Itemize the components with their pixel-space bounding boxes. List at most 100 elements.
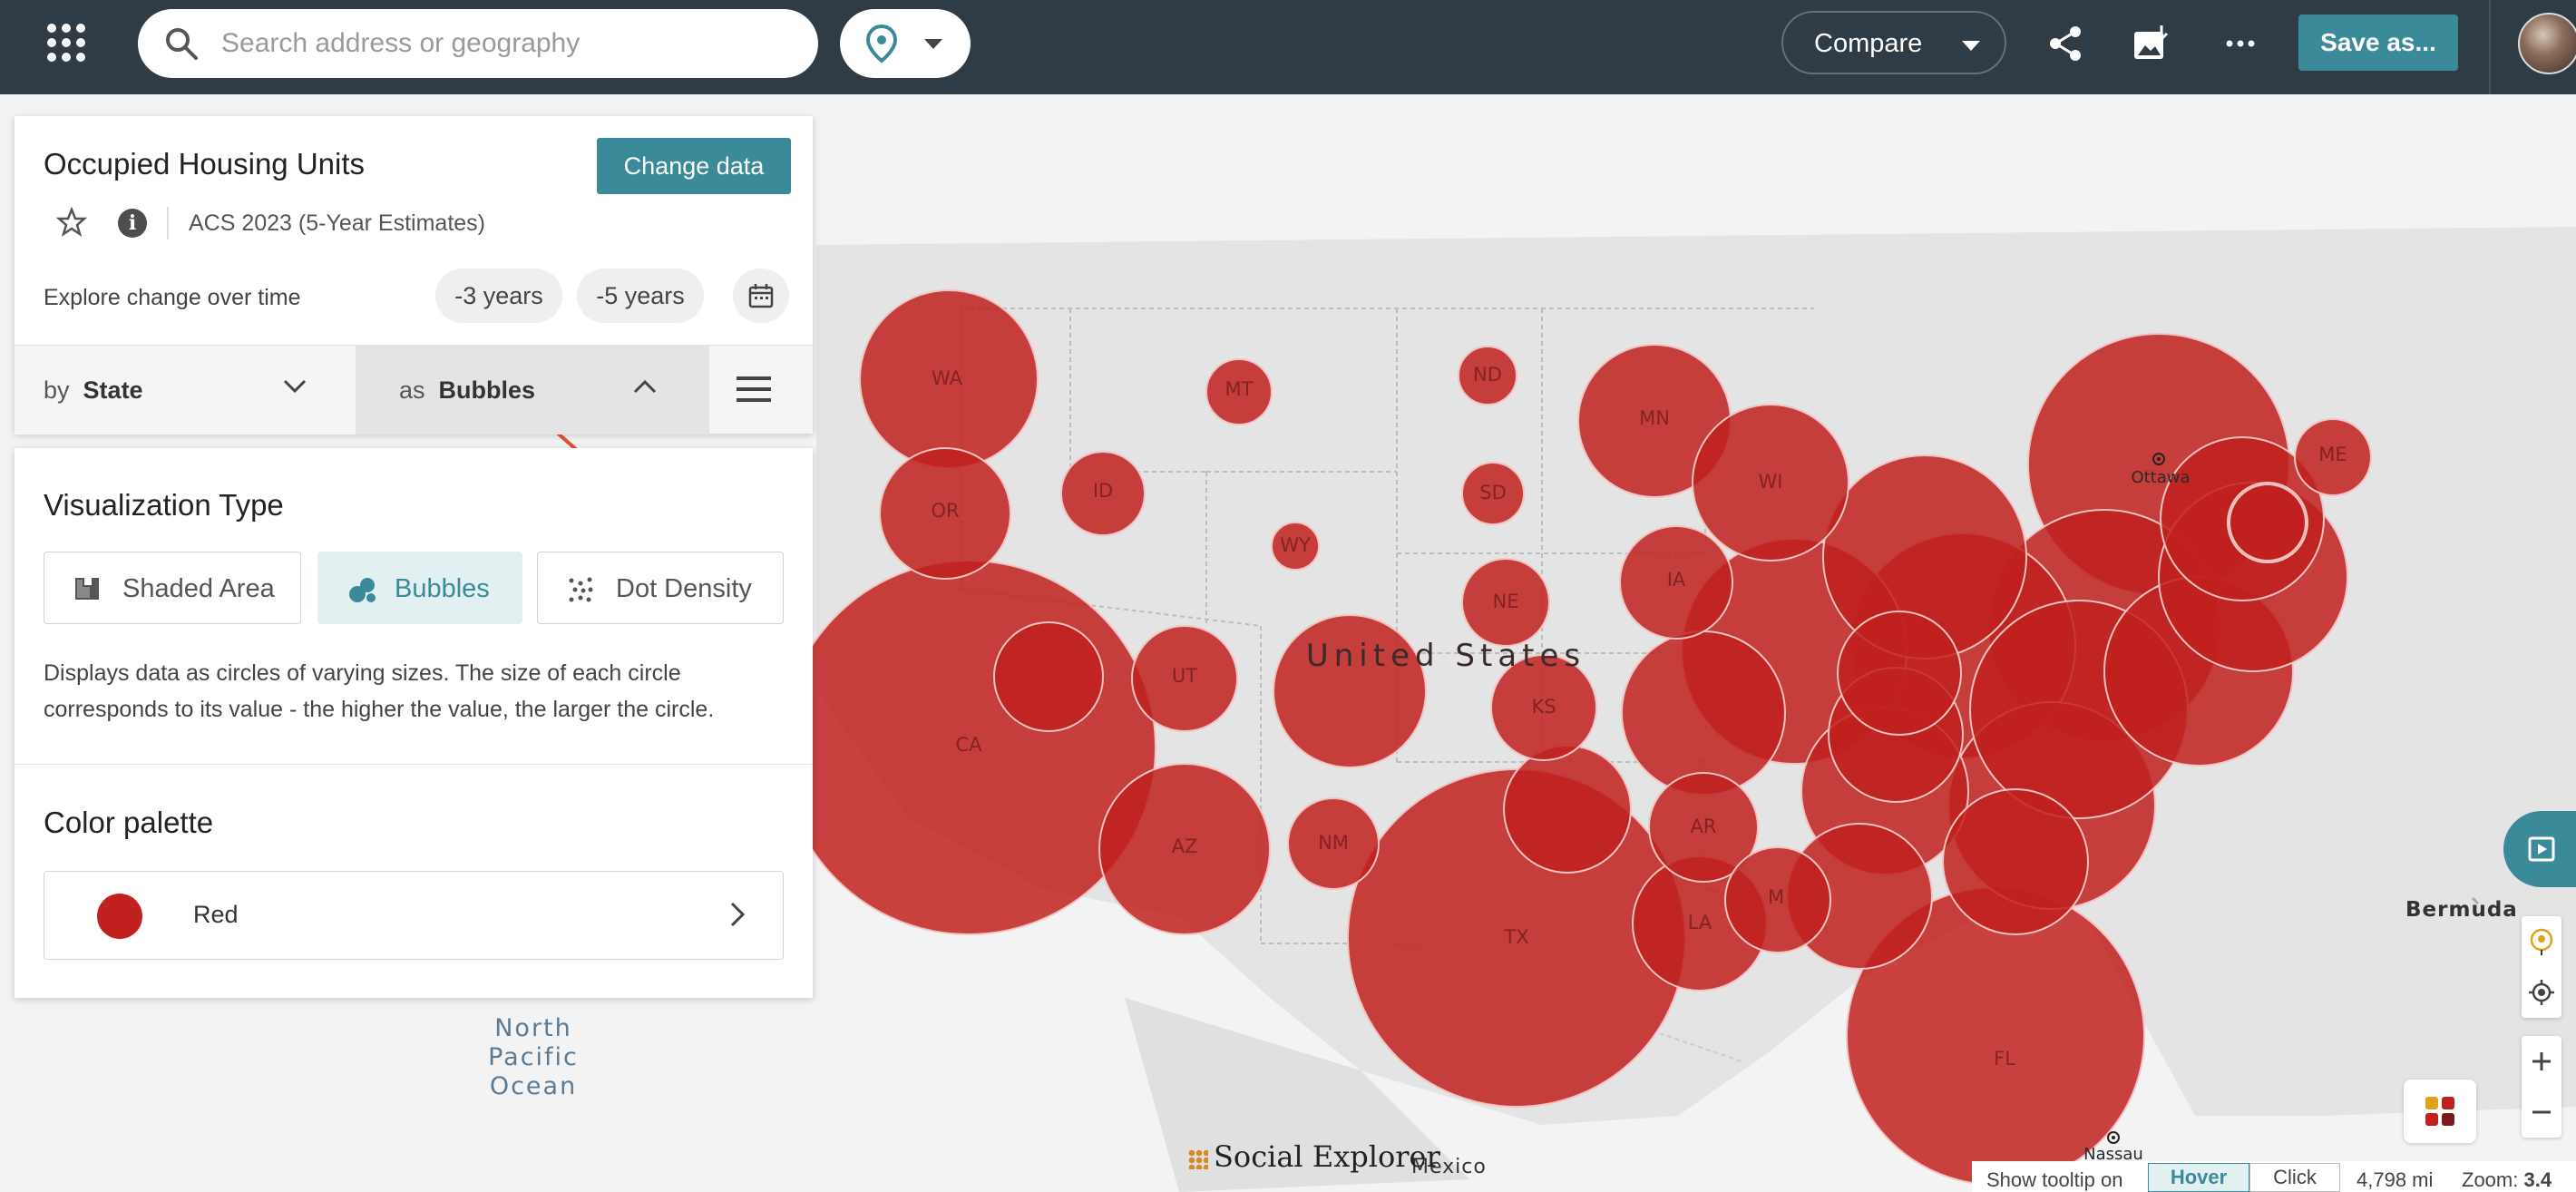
bubble-ia	[1619, 525, 1733, 640]
hamburger-menu-icon[interactable]	[737, 376, 773, 404]
save-as-button[interactable]: Save as...	[2298, 15, 2458, 71]
state-label-mt: MT	[1225, 378, 1254, 400]
bubble-wi	[1692, 404, 1849, 562]
zoom-controls	[2522, 1036, 2561, 1138]
nassau-label: Nassau	[2083, 1145, 2143, 1164]
star-icon[interactable]	[56, 207, 87, 238]
geography-view-row: by State as Bubbles	[15, 345, 813, 435]
as-value: Bubbles	[438, 376, 536, 404]
geography-level-dropdown[interactable]: by State	[15, 346, 356, 435]
color-palette-selector[interactable]: Red	[44, 871, 784, 960]
calendar-button[interactable]	[733, 269, 789, 323]
by-value: State	[83, 376, 143, 404]
my-location-button[interactable]	[2522, 967, 2561, 1018]
visualization-type-dropdown[interactable]: as Bubbles	[356, 346, 709, 435]
palette-swatch	[97, 894, 142, 939]
shaded-area-icon	[75, 578, 99, 600]
geography-level-label: by State	[44, 376, 143, 405]
bubble-nd	[1458, 346, 1517, 405]
map-status-bar: Show tooltip on Hover Click 4,798 mi Zoo…	[1972, 1161, 2576, 1192]
state-label-ks: KS	[1531, 696, 1556, 718]
zoom-label: Zoom:	[2462, 1168, 2519, 1191]
info-icon[interactable]: i	[118, 209, 147, 238]
zoom-out-button[interactable]	[2522, 1087, 2561, 1138]
bubble-ms	[1724, 846, 1831, 953]
data-panel: Occupied Housing Units Change data i ACS…	[15, 116, 813, 435]
visualization-type-title: Visualization Type	[44, 488, 284, 522]
presentation-button[interactable]	[2503, 811, 2576, 887]
apps-grid-icon[interactable]	[47, 24, 85, 62]
country-label: United States	[1306, 638, 1586, 674]
search-icon	[166, 28, 198, 60]
viz-option-label: Shaded Area	[122, 574, 275, 603]
scale-distance: 4,798 mi	[2356, 1168, 2434, 1191]
location-pin-icon	[865, 24, 898, 64]
state-label-sd: SD	[1479, 482, 1507, 503]
state-label-wa: WA	[932, 367, 963, 389]
legend-grid-icon	[2425, 1097, 2454, 1126]
avatar[interactable]	[2518, 13, 2576, 74]
viz-option-dot-density[interactable]: Dot Density	[537, 552, 784, 624]
bermuda-label: Bermuda	[2405, 898, 2518, 922]
panel-divider	[15, 764, 813, 765]
state-label-ca: CA	[955, 734, 982, 756]
bubble-ky	[1837, 611, 1962, 736]
state-label-id: ID	[1093, 480, 1113, 502]
minus-5-years-button[interactable]: -5 years	[577, 269, 704, 323]
logo-text: Social Explorer	[1214, 1139, 1440, 1174]
bermuda-island	[2471, 896, 2480, 905]
state-label-ia: IA	[1667, 569, 1686, 591]
search-input[interactable]	[221, 22, 784, 65]
bubble-ut	[1131, 625, 1238, 732]
map-location-controls	[2522, 916, 2561, 1018]
location-button[interactable]	[840, 9, 971, 78]
bubble-wy	[1271, 522, 1320, 571]
minus-icon	[2532, 1110, 2551, 1114]
state-label-wy: WY	[1280, 534, 1311, 556]
bubble-sc	[1942, 788, 2089, 935]
chevron-down-icon	[283, 379, 307, 394]
bubble-me	[2294, 418, 2372, 496]
state-label-nm: NM	[1318, 832, 1349, 854]
bubble-sd	[1461, 462, 1525, 525]
meta-divider	[167, 207, 169, 239]
search-bar[interactable]	[138, 9, 818, 78]
more-dots-icon[interactable]	[2220, 24, 2260, 64]
crosshair-icon	[2529, 980, 2554, 1005]
explore-change-label: Explore change over time	[44, 285, 301, 310]
image-export-icon[interactable]	[2132, 24, 2171, 64]
bubble-layer: WA OR CA ID MT WY UT AZ NM ND SD NE KS T…	[517, 289, 2372, 1186]
zoom-in-button[interactable]	[2522, 1036, 2561, 1087]
viz-option-shaded-area[interactable]: Shaded Area	[44, 552, 301, 624]
state-label-ut: UT	[1172, 665, 1197, 687]
place-marker-button[interactable]	[2522, 916, 2561, 967]
minus-3-years-button[interactable]: -3 years	[435, 269, 562, 323]
dataset-label: ACS 2023 (5-Year Estimates)	[189, 210, 486, 236]
share-icon[interactable]	[2046, 24, 2086, 64]
ocean-label-line-1: North	[494, 1014, 572, 1042]
as-prefix: as	[399, 376, 425, 404]
change-data-button[interactable]: Change data	[597, 138, 791, 194]
bubbles-icon	[349, 578, 376, 602]
chevron-up-icon	[633, 379, 657, 394]
bubble-id	[1060, 451, 1146, 536]
tooltip-hover-toggle[interactable]: Hover	[2148, 1163, 2249, 1192]
data-title: Occupied Housing Units	[44, 147, 366, 181]
state-label-nd: ND	[1473, 364, 1502, 386]
visualization-type-label: as Bubbles	[399, 376, 535, 405]
state-labels: WA OR CA ID MT WY UT AZ NM ND SD NE KS T…	[931, 364, 2347, 1070]
compare-label: Compare	[1814, 29, 1923, 58]
state-label-ne: NE	[1493, 591, 1519, 612]
compare-dropdown[interactable]: Compare	[1781, 11, 2006, 74]
palette-name: Red	[193, 901, 239, 928]
legend-button[interactable]	[2404, 1080, 2476, 1143]
city-markers: Ottawa Nassau	[2083, 453, 2191, 1164]
state-label-or: OR	[931, 500, 959, 522]
chevron-right-icon	[730, 902, 746, 927]
plus-icon	[2532, 1052, 2551, 1070]
tooltip-click-toggle[interactable]: Click	[2249, 1163, 2340, 1192]
bubble-co	[1273, 614, 1427, 768]
mexico-landmass	[1125, 998, 1469, 1192]
viz-option-bubbles[interactable]: Bubbles	[317, 552, 522, 624]
bubble-ma2	[2229, 484, 2307, 562]
